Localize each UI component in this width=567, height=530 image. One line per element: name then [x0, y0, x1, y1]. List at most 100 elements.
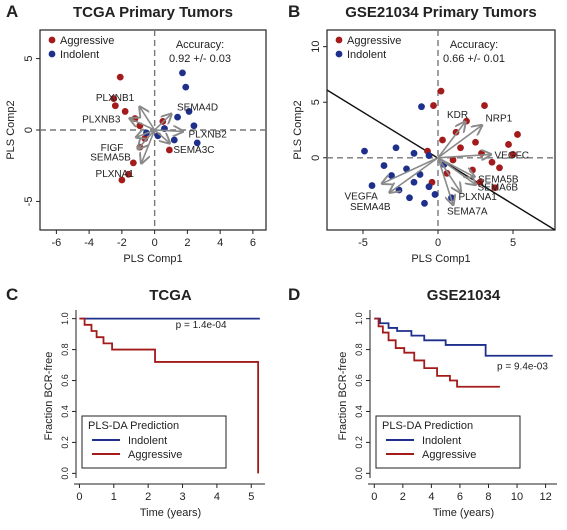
- data-point-aggressive: [111, 102, 119, 110]
- x-tick-label: -5: [358, 237, 368, 249]
- data-point-aggressive: [116, 73, 124, 81]
- x-tick-label: 0: [435, 237, 441, 249]
- y-tick-label: 0.0: [354, 467, 364, 480]
- panel-letter: B: [288, 2, 300, 21]
- data-point-aggressive: [129, 159, 137, 167]
- data-point-aggressive: [439, 136, 446, 144]
- panel-letter: D: [288, 285, 300, 304]
- chart-title: GSE21034 Primary Tumors: [345, 4, 536, 21]
- gene-label: PLXNB3: [82, 115, 121, 126]
- legend-marker: [335, 50, 343, 58]
- data-point-aggressive: [457, 144, 464, 152]
- loading-arrow: [437, 157, 474, 177]
- y-tick-label: 0.8: [354, 343, 364, 356]
- p-value-label: p = 1.4e-04: [176, 320, 227, 331]
- y-tick-label: 1.0: [60, 312, 70, 325]
- gene-label: VEGFA: [345, 191, 379, 202]
- gene-label: PLXNB2: [188, 129, 227, 140]
- data-point-aggressive: [509, 151, 517, 158]
- loading-arrow: [437, 157, 476, 185]
- y-tick-label: 1.0: [354, 312, 364, 325]
- x-tick-label: -2: [117, 237, 127, 249]
- y-tick-label: 0.4: [60, 405, 70, 418]
- y-axis-label: Fraction BCR-free: [43, 352, 55, 441]
- loading-arrow: [154, 114, 171, 131]
- data-point-aggressive: [481, 102, 488, 109]
- data-point-indolent: [431, 191, 439, 198]
- chart-title: GSE21034: [427, 287, 501, 304]
- gene-label: SEMA5B: [90, 153, 131, 164]
- x-tick-label: 2: [400, 491, 406, 503]
- gene-label: VEGFC: [495, 150, 529, 161]
- gene-label: PLXNA1: [459, 192, 498, 203]
- accuracy-value: 0.92 +/- 0.03: [169, 53, 231, 65]
- y-axis-label: Fraction BCR-free: [337, 352, 349, 441]
- loading-arrow: [437, 157, 453, 205]
- x-axis-label: Time (years): [140, 507, 201, 519]
- loading-arrow: [437, 157, 461, 192]
- x-tick-label: 4: [428, 491, 434, 503]
- loading-arrow: [390, 157, 439, 192]
- p-value-label: p = 9.4e-03: [497, 362, 548, 373]
- data-point-indolent: [406, 194, 413, 202]
- data-point-indolent: [380, 162, 388, 169]
- x-tick-label: 6: [250, 237, 256, 249]
- x-tick-label: 5: [248, 491, 254, 503]
- x-tick-label: 6: [457, 491, 463, 503]
- data-point-aggressive: [469, 166, 476, 174]
- data-point-indolent: [421, 199, 428, 207]
- data-point-aggressive: [472, 138, 479, 146]
- loading-arrow: [130, 119, 155, 131]
- gene-label: SEMA6B: [478, 182, 519, 193]
- y-tick-label: 0: [23, 127, 35, 133]
- data-point-aggressive: [110, 95, 118, 102]
- legend-title: PLS-DA Prediction: [88, 420, 179, 432]
- legend-label: Aggressive: [422, 449, 476, 461]
- x-axis-label: PLS Comp1: [123, 253, 182, 265]
- data-point-aggressive: [430, 102, 437, 109]
- legend-box: [81, 415, 227, 469]
- loading-arrow: [138, 129, 156, 149]
- x-tick-label: 0: [76, 491, 82, 503]
- y-tick-label: 0.4: [354, 405, 364, 418]
- x-tick-label: 2: [145, 491, 151, 503]
- loading-arrow: [154, 129, 170, 143]
- x-tick-label: 3: [179, 491, 185, 503]
- legend-label: Indolent: [347, 49, 386, 61]
- legend-box: [375, 415, 521, 469]
- y-tick-label: 0.6: [60, 374, 70, 387]
- gene-label: SEMA3C: [173, 145, 214, 156]
- x-tick-label: 8: [485, 491, 491, 503]
- data-point-aggressive: [437, 87, 445, 95]
- data-point-aggressive: [491, 184, 499, 192]
- legend-marker: [48, 36, 56, 44]
- data-point-indolent: [368, 182, 376, 189]
- y-tick-label: 5: [310, 99, 322, 105]
- loading-arrow: [383, 157, 439, 184]
- legend-label: Aggressive: [60, 35, 114, 47]
- data-point-aggressive: [514, 131, 521, 138]
- y-tick-label: -5: [23, 197, 35, 207]
- x-tick-label: 12: [539, 491, 551, 503]
- gene-label: SEMA4B: [350, 202, 391, 213]
- survival-curve-aggressive: [79, 317, 260, 474]
- y-tick-label: 0.2: [60, 436, 70, 449]
- accuracy-value: 0.66 +/- 0.01: [443, 53, 505, 65]
- chart-title: TCGA Primary Tumors: [73, 4, 233, 21]
- gene-label: FIGF: [101, 143, 124, 154]
- x-tick-label: -6: [51, 237, 61, 249]
- x-tick-label: 0: [152, 237, 158, 249]
- data-point-indolent: [179, 69, 186, 77]
- x-tick-label: 10: [511, 491, 523, 503]
- loading-arrow: [154, 130, 183, 131]
- data-point-aggressive: [165, 146, 173, 154]
- x-axis-label: PLS Comp1: [411, 253, 470, 265]
- gene-label: SEMA5B: [478, 175, 519, 186]
- x-tick-label: 2: [184, 237, 190, 249]
- data-point-aggressive: [125, 170, 132, 178]
- y-tick-label: 5: [23, 56, 35, 62]
- data-point-aggressive: [496, 164, 503, 172]
- data-point-indolent: [193, 139, 201, 147]
- gene-label: SEMA4D: [177, 102, 218, 113]
